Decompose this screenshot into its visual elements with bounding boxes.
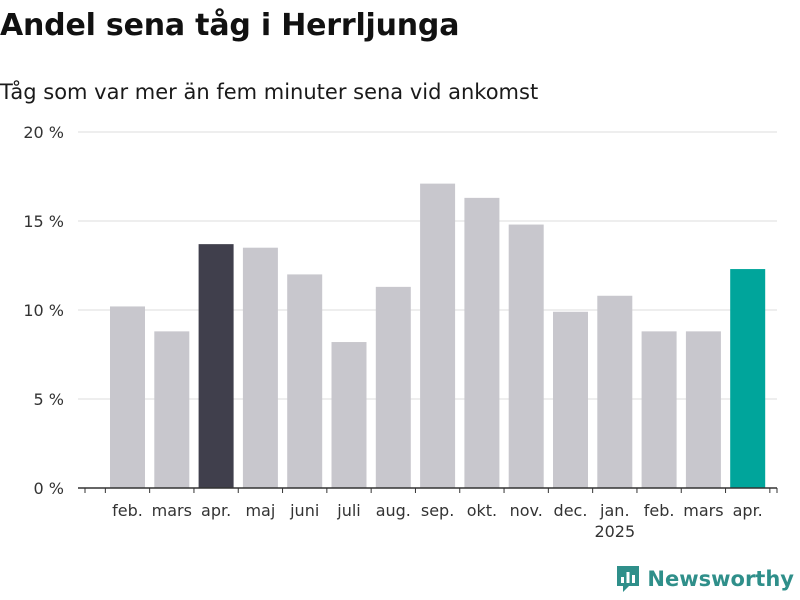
bar-nov-9 bbox=[508, 224, 544, 488]
bar-apr-2 bbox=[198, 244, 234, 488]
x-axis-ticks: feb. mars apr. maj juni juli aug. sep. okt. nov. d… bbox=[112, 501, 763, 541]
bar-mars-13 bbox=[685, 331, 721, 488]
x-tick-label: okt. bbox=[467, 501, 497, 520]
bar-maj-3 bbox=[242, 247, 278, 488]
bar-okt-8 bbox=[464, 197, 500, 489]
x-tick-label: feb. bbox=[644, 501, 675, 520]
newsworthy-logo: Newsworthy bbox=[615, 564, 794, 594]
x-tick-label: jan. bbox=[599, 501, 629, 520]
x-tick-label: juni bbox=[289, 501, 319, 520]
bar-dec-10 bbox=[553, 311, 588, 488]
x-tick-label: nov. bbox=[510, 501, 543, 520]
newsworthy-logo-icon bbox=[617, 566, 640, 592]
chart-title: Andel sena tåg i Herrljunga bbox=[0, 8, 460, 43]
y-tick-label: 5 % bbox=[34, 390, 64, 409]
y-axis-ticks: 0 % 5 % 10 % 15 % 20 % bbox=[23, 123, 64, 498]
x-tick-label: juli bbox=[336, 501, 360, 520]
x-tick-label: mars bbox=[683, 501, 723, 520]
bar-aug-6 bbox=[375, 286, 411, 488]
y-tick-label: 10 % bbox=[23, 301, 64, 320]
bar-feb-0 bbox=[110, 306, 145, 488]
x-tick-label: sep. bbox=[421, 501, 454, 520]
chart-subtitle: Tåg som var mer än fem minuter sena vid … bbox=[0, 80, 539, 104]
x-tick-label: apr. bbox=[733, 501, 763, 520]
x-tick-label: apr. bbox=[201, 501, 231, 520]
bar-juli-5 bbox=[331, 342, 367, 488]
bar-apr-14 bbox=[730, 269, 766, 488]
x-tick-label: maj bbox=[245, 501, 275, 520]
bar-mars-1 bbox=[154, 331, 190, 488]
year-label: 2025 bbox=[594, 522, 635, 541]
y-tick-label: 0 % bbox=[34, 479, 64, 498]
bar-jan-11 bbox=[597, 295, 633, 488]
x-axis bbox=[78, 487, 778, 493]
bar-sep-7 bbox=[420, 183, 456, 488]
x-tick-label: dec. bbox=[554, 501, 588, 520]
y-tick-label: 15 % bbox=[23, 212, 64, 231]
x-tick-label: mars bbox=[152, 501, 192, 520]
bar-juni-4 bbox=[287, 274, 323, 488]
bars bbox=[110, 183, 766, 489]
brand-name: Newsworthy bbox=[647, 567, 794, 591]
y-tick-label: 20 % bbox=[23, 123, 64, 142]
x-tick-label: aug. bbox=[376, 501, 411, 520]
bar-feb-12 bbox=[641, 331, 677, 488]
x-tick-label: feb. bbox=[112, 501, 143, 520]
